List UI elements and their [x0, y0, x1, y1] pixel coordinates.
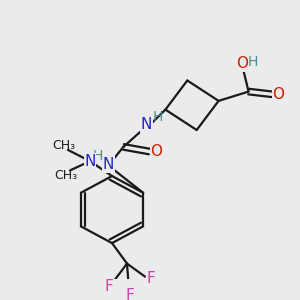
Text: O: O — [273, 87, 285, 102]
Text: F: F — [147, 271, 155, 286]
Text: F: F — [126, 288, 134, 300]
Text: F: F — [105, 279, 113, 294]
Text: H: H — [152, 110, 163, 124]
Text: H: H — [92, 149, 103, 163]
Text: O: O — [237, 56, 249, 71]
Text: N: N — [84, 154, 96, 169]
Text: N: N — [103, 157, 114, 172]
Text: N: N — [141, 117, 152, 132]
Text: CH₃: CH₃ — [52, 139, 76, 152]
Text: H: H — [248, 55, 258, 69]
Text: CH₃: CH₃ — [54, 169, 78, 182]
Text: O: O — [150, 144, 162, 159]
